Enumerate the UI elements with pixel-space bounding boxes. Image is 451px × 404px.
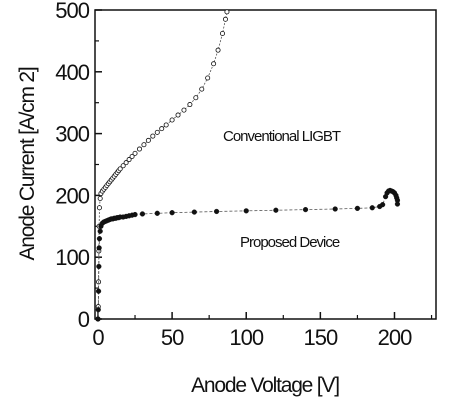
- x-tick-label: 200: [378, 325, 412, 350]
- data-point: [169, 210, 175, 216]
- x-tick-label: 150: [303, 325, 337, 350]
- data-point: [141, 142, 147, 148]
- data-point: [129, 153, 135, 159]
- data-point: [205, 75, 211, 81]
- data-point: [222, 16, 228, 22]
- data-point: [394, 201, 401, 207]
- data-point: [159, 126, 165, 132]
- data-point: [150, 133, 156, 139]
- x-tick-label: 100: [229, 325, 263, 350]
- data-point: [96, 263, 102, 270]
- data-point: [181, 107, 187, 113]
- data-point: [120, 163, 126, 169]
- data-point: [191, 209, 197, 215]
- data-point: [97, 195, 103, 201]
- data-point: [187, 102, 193, 108]
- data-point: [369, 205, 375, 211]
- annotation-proposed-device: Proposed Device: [240, 234, 340, 251]
- data-point: [136, 146, 142, 152]
- plot-area: [94, 9, 437, 320]
- y-tick-label: 300: [55, 122, 89, 147]
- data-point: [243, 208, 249, 214]
- data-point: [219, 30, 225, 36]
- data-point: [132, 150, 138, 156]
- y-tick-label: 0: [78, 307, 90, 332]
- data-point: [97, 228, 103, 234]
- data-point: [96, 236, 103, 242]
- data-point: [211, 61, 217, 67]
- data-point: [199, 86, 205, 92]
- x-axis-label: Anode Voltage [V]: [191, 374, 339, 397]
- data-point: [95, 316, 101, 322]
- data-point: [215, 47, 221, 53]
- data-point: [95, 288, 102, 294]
- data-point: [354, 205, 361, 211]
- data-point: [117, 166, 123, 172]
- data-point: [123, 160, 129, 166]
- x-tick-label: 0: [92, 325, 104, 350]
- data-point: [163, 122, 169, 128]
- data-point: [302, 207, 309, 213]
- data-point: [193, 95, 199, 101]
- x-tick-label: 50: [161, 325, 184, 350]
- y-tick-label: 500: [55, 0, 89, 23]
- data-point: [213, 208, 220, 215]
- data-point: [96, 205, 102, 211]
- y-tick-label: 400: [55, 60, 89, 85]
- data-point: [139, 211, 146, 217]
- data-point: [96, 245, 102, 251]
- y-tick-label: 200: [55, 183, 89, 208]
- annotation-conventional-ligbt: Conventional LIGBT: [223, 128, 341, 145]
- data-point: [145, 137, 151, 143]
- data-point: [380, 202, 386, 208]
- series-proposed-device: [95, 187, 401, 322]
- data-point: [154, 129, 160, 135]
- data-point: [224, 9, 230, 15]
- data-point: [332, 206, 338, 212]
- data-point: [126, 157, 132, 163]
- data-point: [175, 112, 181, 118]
- data-point: [95, 307, 101, 313]
- data-point: [169, 117, 175, 123]
- data-point: [154, 210, 160, 216]
- y-axis-label: Anode Current [A/cm 2]: [16, 67, 39, 260]
- data-point: [273, 207, 279, 213]
- data-point: [132, 211, 138, 218]
- y-tick-label: 100: [55, 245, 89, 270]
